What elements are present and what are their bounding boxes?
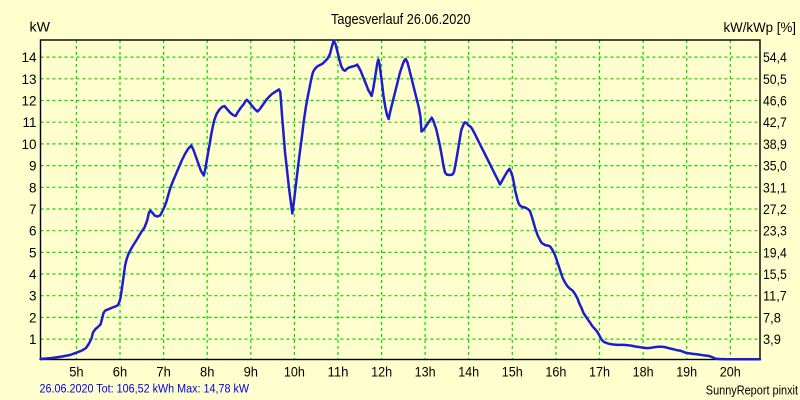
svg-text:4: 4 <box>29 267 37 282</box>
svg-text:3: 3 <box>29 289 37 304</box>
svg-text:18h: 18h <box>633 365 654 380</box>
svg-text:SunnyReport pinxit: SunnyReport pinxit <box>706 384 799 398</box>
svg-text:9h: 9h <box>244 365 258 380</box>
svg-text:15,5: 15,5 <box>763 267 787 282</box>
svg-text:42,7: 42,7 <box>763 115 787 130</box>
svg-text:14h: 14h <box>458 365 479 380</box>
svg-text:7h: 7h <box>156 365 170 380</box>
svg-text:13: 13 <box>21 72 36 87</box>
svg-text:11,7: 11,7 <box>763 289 787 304</box>
svg-text:8h: 8h <box>200 365 214 380</box>
svg-text:5: 5 <box>29 245 37 260</box>
svg-text:14: 14 <box>21 50 37 65</box>
svg-text:23,3: 23,3 <box>763 224 787 239</box>
svg-text:3,9: 3,9 <box>763 332 781 347</box>
svg-text:20h: 20h <box>720 365 741 380</box>
svg-text:12: 12 <box>21 94 36 109</box>
svg-text:35,0: 35,0 <box>763 159 787 174</box>
svg-text:10: 10 <box>21 137 36 152</box>
svg-text:8: 8 <box>29 180 37 195</box>
svg-text:5h: 5h <box>69 365 83 380</box>
svg-text:1: 1 <box>29 332 37 347</box>
svg-text:54,4: 54,4 <box>763 50 787 65</box>
svg-text:kW: kW <box>30 19 51 35</box>
svg-text:9: 9 <box>29 159 37 174</box>
svg-text:31,1: 31,1 <box>763 180 787 195</box>
svg-text:12h: 12h <box>371 365 392 380</box>
svg-text:6: 6 <box>29 224 37 239</box>
svg-text:13h: 13h <box>415 365 436 380</box>
svg-text:46,6: 46,6 <box>763 94 787 109</box>
svg-text:16h: 16h <box>545 365 566 380</box>
svg-text:19h: 19h <box>676 365 697 380</box>
svg-text:11: 11 <box>22 115 36 130</box>
svg-text:15h: 15h <box>502 365 523 380</box>
svg-text:Tagesverlauf 26.06.2020: Tagesverlauf 26.06.2020 <box>331 11 471 28</box>
svg-text:11h: 11h <box>328 365 349 380</box>
svg-text:50,5: 50,5 <box>763 72 787 87</box>
svg-text:6h: 6h <box>113 365 127 380</box>
svg-text:38,9: 38,9 <box>763 137 787 152</box>
svg-text:27,2: 27,2 <box>763 202 787 217</box>
svg-text:26.06.2020 Tot: 106,52 kWh Max: 26.06.2020 Tot: 106,52 kWh Max: 14,78 kW <box>40 384 250 396</box>
svg-text:17h: 17h <box>589 365 610 380</box>
svg-text:7: 7 <box>29 202 37 217</box>
svg-text:kW/kWp [%]: kW/kWp [%] <box>724 20 797 35</box>
svg-text:10h: 10h <box>284 365 305 380</box>
svg-text:2: 2 <box>29 310 37 325</box>
svg-text:7,8: 7,8 <box>763 310 781 325</box>
svg-text:19,4: 19,4 <box>763 245 787 260</box>
